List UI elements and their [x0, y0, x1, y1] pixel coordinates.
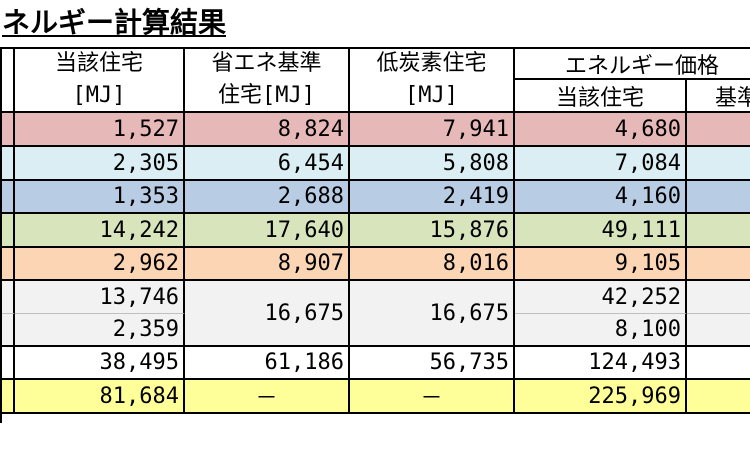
table-cell [687, 281, 750, 314]
page-title: ネルギー計算結果 [2, 6, 227, 39]
table-cell: 8,907 [185, 248, 350, 281]
table-cell-merged: 16,675 [350, 281, 515, 347]
table-cell: 13,746 [15, 281, 185, 314]
table-cell: 225,969 [515, 380, 687, 414]
table-cell [687, 380, 750, 414]
table-cell: 8,824 [185, 113, 350, 147]
table-cell: 42,252 [515, 281, 687, 314]
row-label-cell [2, 281, 15, 314]
table-cell: 49,111 [515, 214, 687, 248]
table-cell: 56,735 [350, 347, 515, 380]
table-cell [687, 214, 750, 248]
table-cell: 7,084 [515, 147, 687, 181]
header-standard-line1: 省エネ基準 [211, 51, 322, 76]
table-cell: 8,100 [515, 314, 687, 347]
table-cell: 1,353 [15, 181, 185, 214]
row-label-cell [2, 248, 15, 281]
table-cell [687, 181, 750, 214]
table-cell: 61,186 [185, 347, 350, 380]
header-standard-cell: 省エネ基準 住宅[MJ] [185, 47, 350, 113]
row-label-cell [2, 314, 15, 347]
energy-results-table: 当該住宅 [MJ] 省エネ基準 住宅[MJ] 低炭素住宅 [MJ] エネルギー価… [0, 47, 750, 423]
header-price-current: 当該住宅 [515, 80, 687, 113]
row-label-cell [2, 347, 15, 380]
table-cell: 1,527 [15, 113, 185, 147]
row-label-cell [2, 181, 15, 214]
table-cell-merged: 16,675 [185, 281, 350, 347]
table-cell: 4,680 [515, 113, 687, 147]
header-standard-line2: 住宅[MJ] [218, 83, 315, 108]
table-cell: 15,876 [350, 214, 515, 248]
table-cell [687, 347, 750, 380]
table-cell [687, 248, 750, 281]
table-cell: 4,160 [515, 181, 687, 214]
table-cell: 8,016 [350, 248, 515, 281]
header-lowcarbon-label: 低炭素住宅 [376, 51, 487, 76]
table-cell: 14,242 [15, 214, 185, 248]
header-current-unit: [MJ] [72, 83, 126, 108]
row-label-cell [2, 214, 15, 248]
row-label-cell [2, 113, 15, 147]
table-cell [687, 314, 750, 347]
row-label-cell [2, 380, 15, 414]
table-cell [687, 113, 750, 147]
table-cell: 6,454 [185, 147, 350, 181]
table-cell [687, 147, 750, 181]
table-cell: 38,495 [15, 347, 185, 380]
header-price-group: エネルギー価格 [515, 47, 750, 80]
table-cell: － [185, 380, 350, 414]
table-cell: 5,808 [350, 147, 515, 181]
table-cell: 17,640 [185, 214, 350, 248]
header-current-cell: 当該住宅 [MJ] [15, 47, 185, 113]
table-cell: 2,419 [350, 181, 515, 214]
table-cell: 2,688 [185, 181, 350, 214]
table-cell: 9,105 [515, 248, 687, 281]
header-lowcarbon-cell: 低炭素住宅 [MJ] [350, 47, 515, 113]
table-cell: 124,493 [515, 347, 687, 380]
header-stub-cell [2, 47, 15, 113]
row-label-cell [2, 147, 15, 181]
header-current-label: 当該住宅 [54, 51, 143, 76]
table-cell: 7,941 [350, 113, 515, 147]
table-cell: 2,305 [15, 147, 185, 181]
header-price-standard: 基準 [687, 80, 750, 113]
table-cell: 2,962 [15, 248, 185, 281]
table-cell: － [350, 380, 515, 414]
table-cell: 81,684 [15, 380, 185, 414]
table-cell: 2,359 [15, 314, 185, 347]
header-lowcarbon-unit: [MJ] [405, 83, 458, 108]
